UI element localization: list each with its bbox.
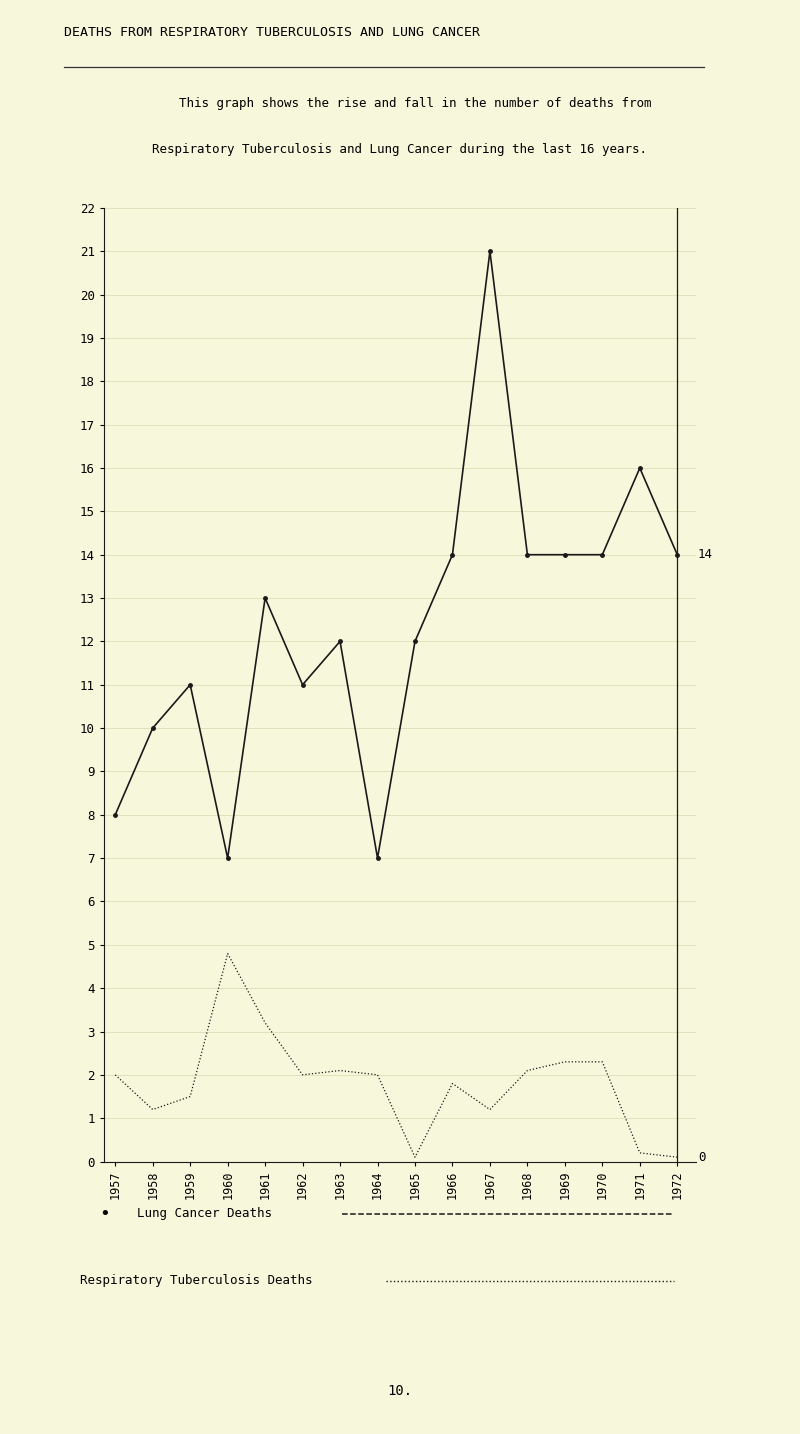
Text: •: • — [99, 1205, 110, 1223]
Text: This graph shows the rise and fall in the number of deaths from: This graph shows the rise and fall in th… — [149, 98, 651, 110]
Text: Lung Cancer Deaths: Lung Cancer Deaths — [138, 1207, 272, 1220]
Text: DEATHS FROM RESPIRATORY TUBERCULOSIS AND LUNG CANCER: DEATHS FROM RESPIRATORY TUBERCULOSIS AND… — [64, 26, 480, 39]
Text: 14: 14 — [698, 548, 713, 561]
Text: Respiratory Tuberculosis and Lung Cancer during the last 16 years.: Respiratory Tuberculosis and Lung Cancer… — [153, 143, 647, 156]
Text: 10.: 10. — [387, 1384, 413, 1398]
Text: 0: 0 — [698, 1150, 706, 1164]
Text: Respiratory Tuberculosis Deaths: Respiratory Tuberculosis Deaths — [79, 1273, 312, 1288]
